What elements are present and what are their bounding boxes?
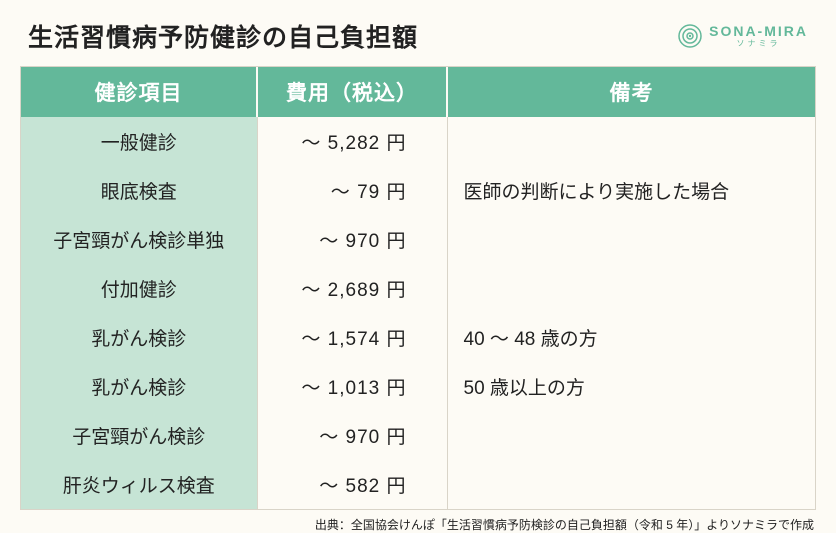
col-header-cost: 費用（税込） <box>257 67 447 117</box>
cell-note <box>447 411 815 460</box>
logo-icon <box>677 23 703 49</box>
cell-note <box>447 460 815 509</box>
table-row: 付加健診～ 2,689 円 <box>21 264 815 313</box>
cell-item: 一般健診 <box>21 117 257 166</box>
cell-item: 肝炎ウィルス検査 <box>21 460 257 509</box>
cell-cost: ～ 1,013 円 <box>257 362 447 411</box>
cell-cost: ～ 5,282 円 <box>257 117 447 166</box>
cell-cost: ～ 1,574 円 <box>257 313 447 362</box>
cell-note: 40 ～ 48 歳の方 <box>447 313 815 362</box>
table-row: 一般健診～ 5,282 円 <box>21 117 815 166</box>
cost-table: 健診項目 費用（税込） 備考 一般健診～ 5,282 円眼底検査～ 79 円医師… <box>20 66 816 510</box>
table-row: 肝炎ウィルス検査～ 582 円 <box>21 460 815 509</box>
table-row: 子宮頸がん検診単独～ 970 円 <box>21 215 815 264</box>
cell-cost: ～ 2,689 円 <box>257 264 447 313</box>
cell-note: 医師の判断により実施した場合 <box>447 166 815 215</box>
cell-item: 付加健診 <box>21 264 257 313</box>
cell-item: 乳がん検診 <box>21 313 257 362</box>
logo-text: SONA-MIRA <box>709 24 808 38</box>
page-title: 生活習慣病予防健診の自己負担額 <box>28 18 418 54</box>
cell-note: 50 歳以上の方 <box>447 362 815 411</box>
col-header-item: 健診項目 <box>21 67 257 117</box>
col-header-note: 備考 <box>447 67 815 117</box>
cell-cost: ～ 970 円 <box>257 215 447 264</box>
cell-item: 乳がん検診 <box>21 362 257 411</box>
cell-note <box>447 264 815 313</box>
cell-note <box>447 117 815 166</box>
cell-cost: ～ 582 円 <box>257 460 447 509</box>
logo-text-wrap: SONA-MIRA ソナミラ <box>709 24 808 48</box>
table-row: 乳がん検診～ 1,574 円40 ～ 48 歳の方 <box>21 313 815 362</box>
logo-subtext: ソナミラ <box>709 40 808 48</box>
cell-cost: ～ 79 円 <box>257 166 447 215</box>
logo: SONA-MIRA ソナミラ <box>677 23 808 49</box>
table-header-row: 健診項目 費用（税込） 備考 <box>21 67 815 117</box>
cell-item: 子宮頸がん検診 <box>21 411 257 460</box>
table-row: 眼底検査～ 79 円医師の判断により実施した場合 <box>21 166 815 215</box>
table-row: 乳がん検診～ 1,013 円50 歳以上の方 <box>21 362 815 411</box>
cell-cost: ～ 970 円 <box>257 411 447 460</box>
cell-item: 眼底検査 <box>21 166 257 215</box>
cell-item: 子宮頸がん検診単独 <box>21 215 257 264</box>
source-text: 出典：全国協会けんぽ「生活習慣病予防検診の自己負担額（令和 5 年）」よりソナミ… <box>0 510 836 533</box>
cell-note <box>447 215 815 264</box>
table-row: 子宮頸がん検診～ 970 円 <box>21 411 815 460</box>
header: 生活習慣病予防健診の自己負担額 SONA-MIRA ソナミラ <box>0 0 836 66</box>
